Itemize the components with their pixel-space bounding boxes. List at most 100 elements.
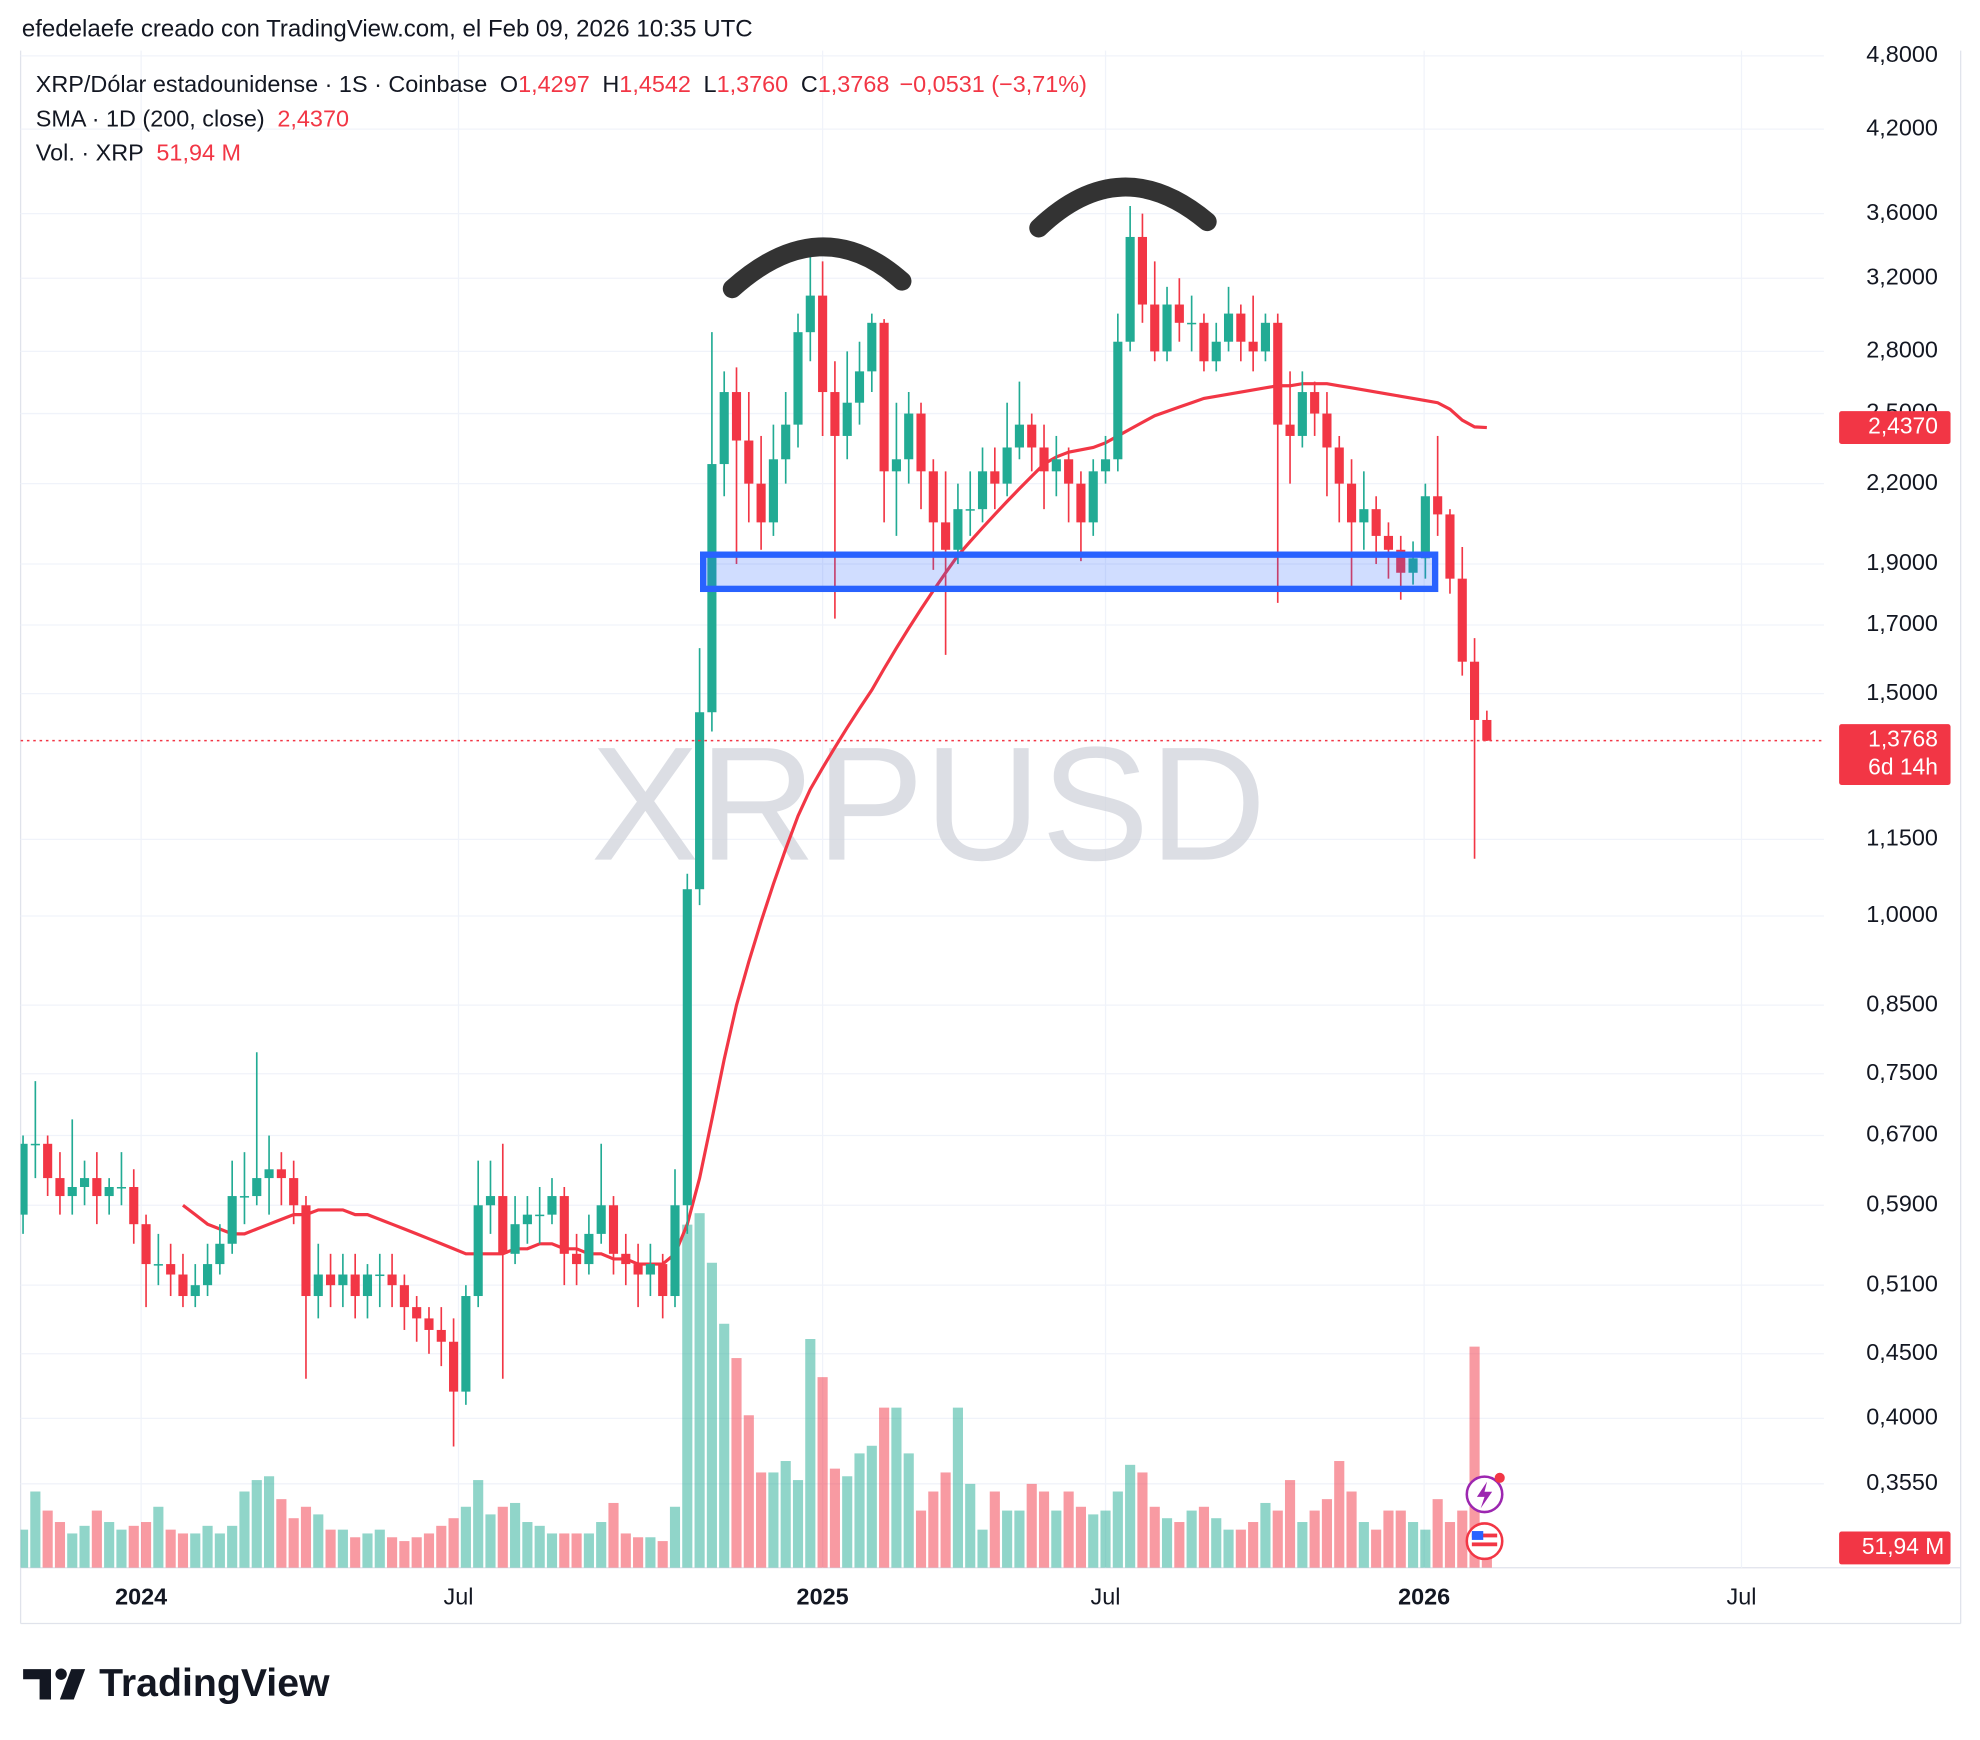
logo-mark — [55, 1668, 67, 1680]
legend-vol: Vol. · XRP 51,94 M — [36, 140, 241, 166]
volume-bar — [239, 1491, 250, 1568]
volume-bar — [374, 1529, 385, 1568]
y-tick-label: 0,5100 — [1866, 1270, 1938, 1296]
y-tick-label: 0,7500 — [1866, 1059, 1938, 1085]
volume-bar — [1358, 1522, 1369, 1568]
volume-bar — [1075, 1506, 1086, 1568]
volume-bar — [645, 1537, 656, 1568]
volume-bar — [1334, 1461, 1345, 1568]
x-tick-label: Jul — [1727, 1583, 1757, 1609]
candle-body — [1408, 558, 1418, 573]
volume-bar — [1063, 1491, 1074, 1568]
legend-sma: SMA · 1D (200, close) 2,4370 — [36, 105, 349, 131]
candle-body — [338, 1274, 348, 1286]
volume-bar — [1309, 1510, 1320, 1568]
volume-bar — [694, 1213, 705, 1568]
candle-body — [1297, 392, 1307, 436]
volume-bar — [571, 1533, 582, 1568]
candle-body — [473, 1205, 483, 1297]
candle-body — [854, 371, 865, 403]
volume-bar — [1223, 1529, 1234, 1568]
candle-body — [572, 1253, 582, 1265]
candle-body — [449, 1341, 459, 1392]
candle-body — [1470, 661, 1480, 720]
volume-bar — [522, 1522, 533, 1568]
candle-body — [289, 1178, 299, 1206]
candle-body — [79, 1178, 90, 1187]
candle-body — [1076, 483, 1086, 523]
x-tick-label: 2025 — [797, 1583, 849, 1609]
candle-body — [1371, 509, 1381, 536]
candle-body — [608, 1205, 619, 1254]
volume-bar — [1346, 1491, 1357, 1568]
volume-bar — [546, 1533, 558, 1568]
y-tick-label: 0,4500 — [1866, 1339, 1938, 1365]
volume-bar — [1432, 1499, 1443, 1568]
candle-body — [965, 509, 975, 511]
candle-body — [264, 1169, 274, 1179]
sma-price-text: 2,4370 — [1868, 413, 1938, 439]
candle-body — [1211, 341, 1221, 362]
candle-body — [1420, 496, 1430, 559]
y-tick-label: 2,8000 — [1866, 337, 1938, 363]
volume-bar — [768, 1472, 779, 1568]
candle-body — [166, 1264, 176, 1275]
volume-bar — [42, 1510, 53, 1568]
left-shoulder-arc — [722, 237, 912, 299]
y-tick-label: 2,2000 — [1866, 469, 1938, 495]
candle-body — [1002, 447, 1012, 484]
volume-bar — [669, 1506, 681, 1568]
candle-body — [1088, 471, 1098, 523]
candle-body — [92, 1178, 102, 1197]
candle-body — [1051, 459, 1061, 472]
grid — [20, 50, 1824, 1568]
logo-mark — [59, 1669, 86, 1700]
y-tick-label: 4,8000 — [1866, 41, 1938, 67]
volume-bar — [583, 1533, 594, 1568]
x-tick-label: 2026 — [1398, 1583, 1450, 1609]
volume-bar — [1297, 1522, 1308, 1568]
candle-body — [129, 1186, 139, 1225]
candle-body — [1285, 424, 1295, 436]
candle-body — [781, 424, 791, 460]
volume-bar — [989, 1491, 1000, 1568]
volume-bar — [485, 1514, 496, 1568]
sma-line — [182, 382, 1487, 1266]
candle-body — [1014, 424, 1024, 448]
candle-body — [744, 440, 754, 484]
candle-body — [928, 471, 938, 523]
candle-body — [768, 459, 778, 523]
legend-key: C — [801, 71, 818, 97]
candle-body — [953, 509, 963, 550]
flag-icon[interactable] — [1465, 1522, 1504, 1561]
candle-body — [547, 1196, 557, 1215]
volume-bar — [940, 1472, 951, 1568]
vol-label: Vol. · XRP — [36, 140, 144, 166]
candle-body — [178, 1274, 188, 1297]
candle-body — [904, 413, 914, 460]
y-tick-label: 0,3550 — [1866, 1469, 1938, 1495]
volume-bar — [313, 1514, 324, 1568]
logo-mark — [23, 1669, 51, 1700]
candle-body — [55, 1178, 65, 1197]
y-tick-label: 0,5900 — [1866, 1190, 1938, 1216]
volume-bar — [977, 1529, 988, 1568]
plot — [20, 206, 1824, 1568]
volume-bar — [1149, 1506, 1160, 1568]
volume-bar — [510, 1502, 521, 1568]
candle-body — [879, 322, 889, 472]
volume-bar — [473, 1480, 484, 1568]
volume-bar — [1161, 1518, 1173, 1568]
candle-body — [830, 392, 840, 436]
candle-body — [818, 295, 828, 393]
candle-body — [313, 1274, 323, 1297]
volume-bar — [251, 1480, 262, 1568]
footer-brand: TradingView — [99, 1661, 330, 1705]
candle-body — [842, 402, 852, 436]
annotations — [699, 177, 1439, 593]
candle-body — [621, 1253, 631, 1265]
price-axis: 4,80004,20003,60003,20002,80002,50002,20… — [115, 41, 1951, 1609]
candle-body — [793, 332, 803, 425]
volume-bar — [682, 1224, 693, 1568]
candle-body — [436, 1329, 446, 1342]
